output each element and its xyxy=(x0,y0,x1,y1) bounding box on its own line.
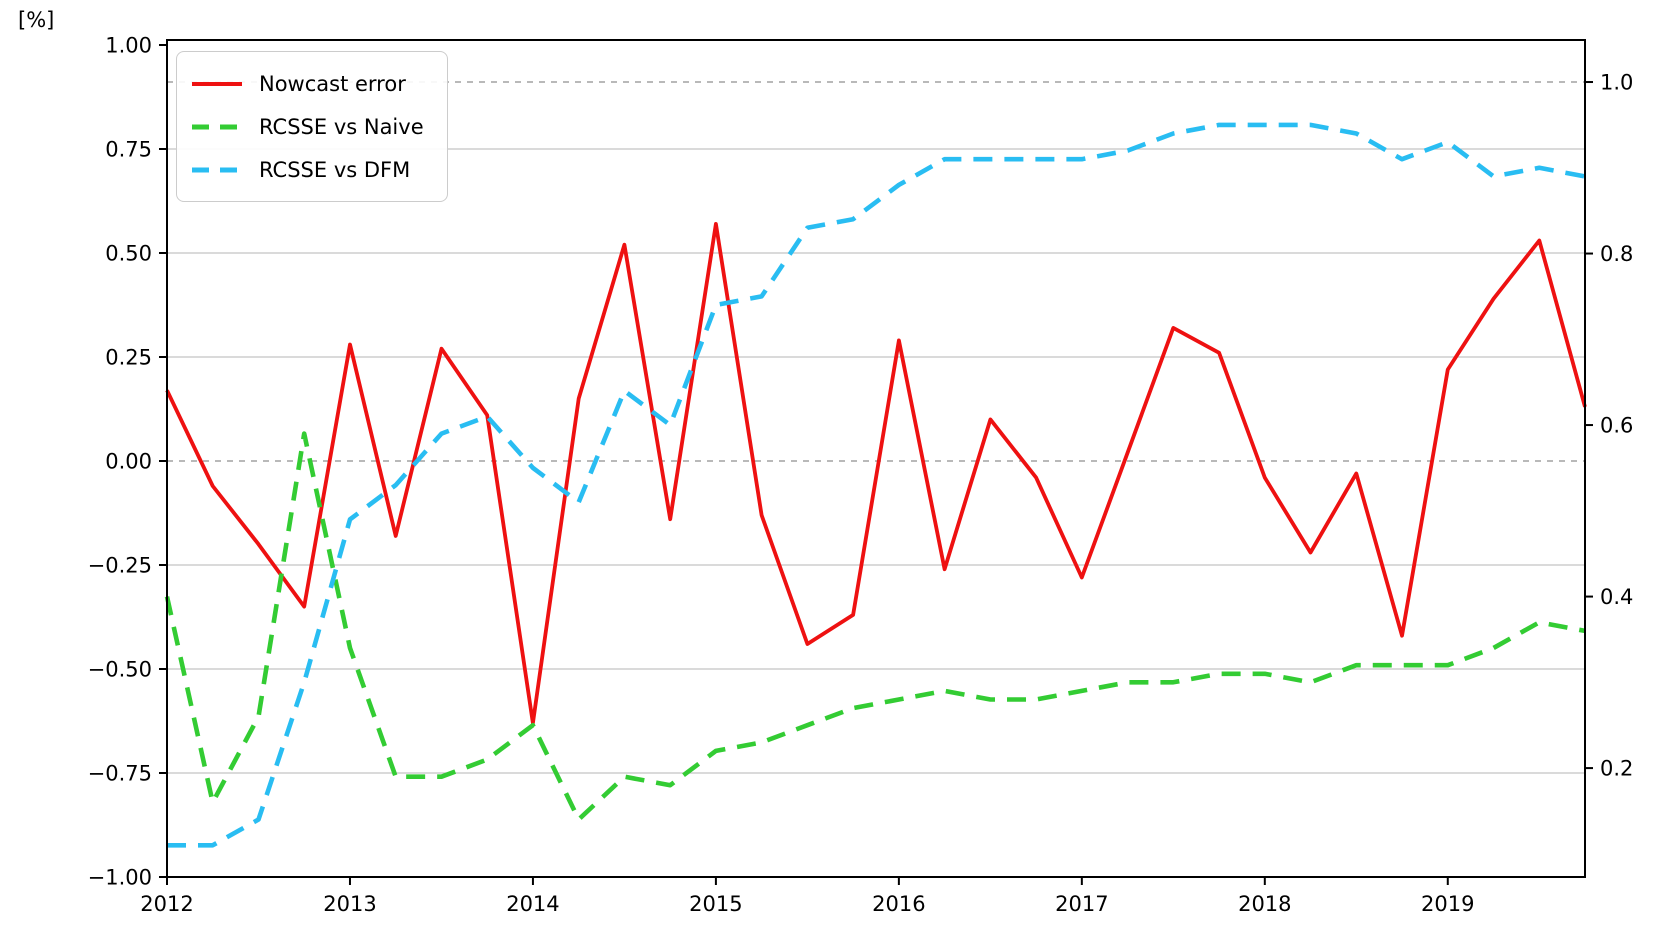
right-tick-label: 0.4 xyxy=(1600,585,1633,609)
legend-line-icon xyxy=(192,81,242,86)
nowcast-error-line xyxy=(165,221,1587,725)
left-tick-label: −0.50 xyxy=(88,657,152,681)
left-tick-label: 0.50 xyxy=(105,241,152,265)
legend-item-rcsse-vs-naive: RCSSE vs Naive xyxy=(191,105,433,148)
x-tick-label: 2017 xyxy=(1055,892,1108,916)
legend-dashed-line-icon xyxy=(192,167,242,172)
left-tick-label: 1.00 xyxy=(105,33,152,57)
x-tick-label: 2012 xyxy=(140,892,193,916)
x-tick-label: 2013 xyxy=(323,892,376,916)
x-tick-label: 2019 xyxy=(1421,892,1474,916)
left-tick-label: 0.75 xyxy=(105,137,152,161)
left-tick-label: −1.00 xyxy=(88,866,152,890)
plot-border xyxy=(166,39,1586,878)
right-tick-label: 1.0 xyxy=(1600,71,1633,95)
x-tick-label: 2016 xyxy=(872,892,925,916)
left-tick-label: −0.25 xyxy=(88,553,152,577)
legend-label: RCSSE vs Naive xyxy=(259,114,424,139)
legend-item-rcsse-vs-dfm: RCSSE vs DFM xyxy=(191,148,433,191)
legend-label: RCSSE vs DFM xyxy=(259,157,411,182)
legend-item-nowcast-error: Nowcast error xyxy=(191,62,433,105)
right-tick-label: 0.2 xyxy=(1600,757,1633,781)
x-tick-label: 2015 xyxy=(689,892,742,916)
y-axis-unit-label: [%] xyxy=(18,8,55,32)
right-tick-label: 0.8 xyxy=(1600,242,1633,266)
left-tick-label: 0.25 xyxy=(105,345,152,369)
legend-dashed-line-icon xyxy=(192,124,242,129)
left-tick-label: −0.75 xyxy=(88,761,152,785)
rcsse-vs-naive-line xyxy=(164,431,1586,822)
legend-label: Nowcast error xyxy=(259,71,406,96)
left-tick-label: 0.00 xyxy=(105,449,152,473)
rcsse-vs-dfm-line xyxy=(167,122,1586,848)
x-tick-label: 2018 xyxy=(1238,892,1291,916)
right-tick-label: 0.6 xyxy=(1600,414,1633,438)
legend: Nowcast error RCSSE vs Naive RCSSE vs DF… xyxy=(176,51,448,202)
x-tick-label: 2014 xyxy=(506,892,559,916)
